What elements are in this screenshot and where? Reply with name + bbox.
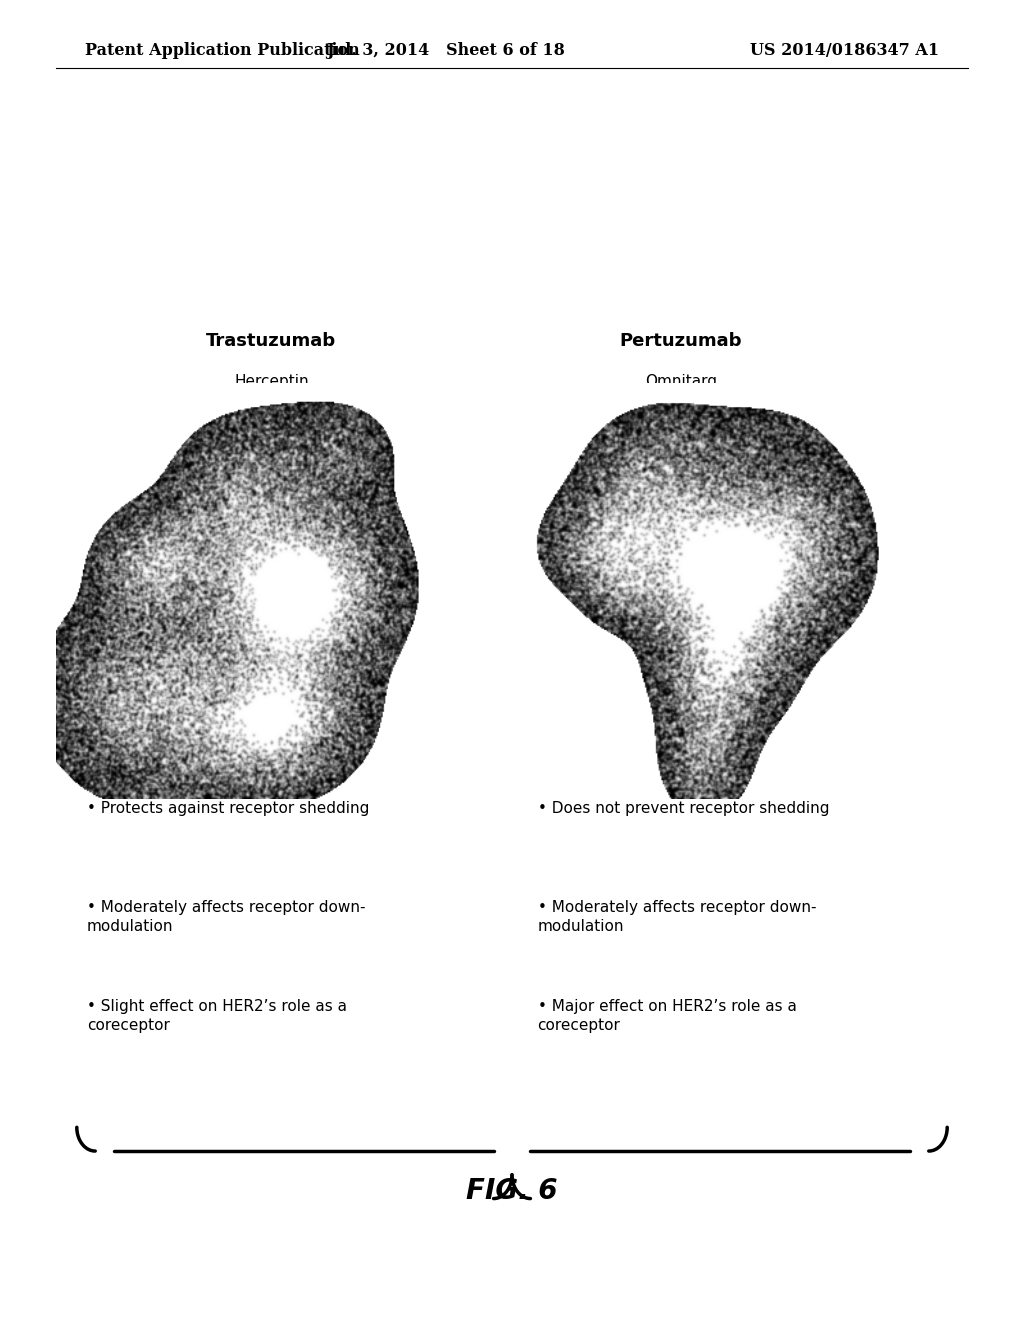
Text: FIG. 6: FIG. 6 <box>466 1176 558 1205</box>
Text: Trastuzumab: Trastuzumab <box>206 331 337 350</box>
Text: Herceptin: Herceptin <box>234 374 308 388</box>
Text: • Binds in II at dimerization interface: • Binds in II at dimerization interface <box>538 702 820 717</box>
Text: • Does not prevent receptor shedding: • Does not prevent receptor shedding <box>538 801 829 816</box>
Text: • Major effect on HER2’s role as a
coreceptor: • Major effect on HER2’s role as a corec… <box>538 999 797 1032</box>
Text: • Binds in IV near JM.: • Binds in IV near JM. <box>87 702 249 717</box>
Text: Jul. 3, 2014   Sheet 6 of 18: Jul. 3, 2014 Sheet 6 of 18 <box>326 42 565 59</box>
Text: US 2014/0186347 A1: US 2014/0186347 A1 <box>750 42 939 59</box>
Text: Patent Application Publication: Patent Application Publication <box>85 42 359 59</box>
Text: • Moderately affects receptor down-
modulation: • Moderately affects receptor down- modu… <box>538 900 816 933</box>
Text: Omnitarg: Omnitarg <box>645 374 717 388</box>
Text: Pertuzumab: Pertuzumab <box>620 331 742 350</box>
Text: • Moderately affects receptor down-
modulation: • Moderately affects receptor down- modu… <box>87 900 366 933</box>
Text: • Slight effect on HER2’s role as a
coreceptor: • Slight effect on HER2’s role as a core… <box>87 999 347 1032</box>
Text: • Protects against receptor shedding: • Protects against receptor shedding <box>87 801 370 816</box>
